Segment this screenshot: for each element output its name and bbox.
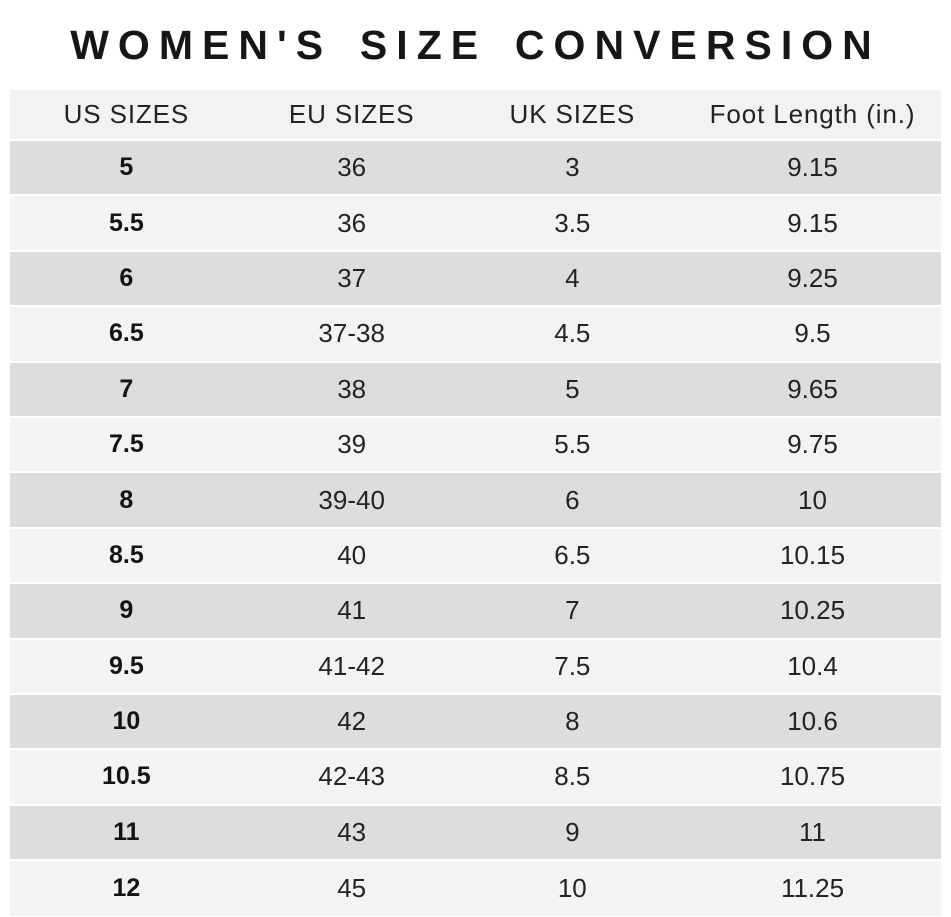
column-header-uk-sizes: UK SIZES xyxy=(509,99,636,129)
cell-eu-size: 42 xyxy=(337,706,367,737)
table-row: 5 36 3 9.15 xyxy=(10,141,941,197)
cell-foot-length: 9.15 xyxy=(787,207,838,238)
table-row: 8.5 40 6.5 10.15 xyxy=(10,528,941,585)
cell-foot-length: 10 xyxy=(798,484,827,515)
table-row: 10 42 8 10.6 xyxy=(10,694,941,751)
cell-foot-length: 9.75 xyxy=(787,429,838,460)
cell-foot-length: 10.75 xyxy=(779,761,846,792)
cell-uk-size: 4 xyxy=(565,262,580,293)
cell-uk-size: 10 xyxy=(557,873,587,904)
cell-uk-size: 6 xyxy=(565,484,580,515)
cell-us-size: 9 xyxy=(119,596,134,625)
cell-uk-size: 6.5 xyxy=(554,539,591,570)
cell-uk-size: 5.5 xyxy=(554,429,591,460)
table-row: 7 38 5 9.65 xyxy=(10,362,941,418)
column-header-eu-sizes: EU SIZES xyxy=(288,99,415,129)
cell-us-size: 9.5 xyxy=(108,651,144,680)
table-row: 6 37 4 9.25 xyxy=(10,251,941,308)
cell-eu-size: 37-38 xyxy=(318,318,385,349)
cell-us-size: 6 xyxy=(119,263,134,292)
cell-us-size: 8.5 xyxy=(108,540,144,569)
table-row: 5.5 36 3.5 9.15 xyxy=(10,196,941,252)
table-row: 9.5 41-42 7.5 10.4 xyxy=(10,639,941,695)
size-conversion-table: US SIZES EU SIZES UK SIZES Foot Length (… xyxy=(10,90,941,917)
cell-us-size: 11 xyxy=(113,817,140,846)
cell-eu-size: 40 xyxy=(337,539,367,570)
table-row: 8 39-40 6 10 xyxy=(10,473,941,529)
cell-foot-length: 10.15 xyxy=(779,539,846,570)
cell-eu-size: 43 xyxy=(337,816,367,847)
cell-eu-size: 36 xyxy=(337,207,367,238)
cell-us-size: 5.5 xyxy=(108,208,144,237)
cell-uk-size: 7 xyxy=(565,595,580,626)
table-row: 7.5 39 5.5 9.75 xyxy=(10,417,941,474)
cell-eu-size: 37 xyxy=(337,262,367,293)
table-row: 10.5 42-43 8.5 10.75 xyxy=(10,750,941,806)
cell-us-size: 12 xyxy=(112,874,141,903)
cell-foot-length: 10.6 xyxy=(787,706,838,737)
cell-uk-size: 3.5 xyxy=(554,207,591,238)
cell-us-size: 7.5 xyxy=(108,430,144,459)
page-title: WOMEN'S SIZE CONVERSION xyxy=(70,21,881,68)
cell-uk-size: 9 xyxy=(565,816,580,847)
cell-us-size: 7 xyxy=(119,374,134,403)
cell-uk-size: 3 xyxy=(565,152,580,183)
table-header-row: US SIZES EU SIZES UK SIZES Foot Length (… xyxy=(10,90,941,141)
cell-eu-size: 41 xyxy=(337,595,367,626)
cell-foot-length: 10.4 xyxy=(787,650,838,681)
cell-eu-size: 36 xyxy=(337,152,367,183)
cell-uk-size: 8 xyxy=(565,706,580,737)
cell-us-size: 6.5 xyxy=(108,319,144,348)
cell-foot-length: 11.25 xyxy=(780,873,845,904)
cell-us-size: 8 xyxy=(119,485,134,514)
cell-us-size: 10 xyxy=(112,707,141,736)
cell-eu-size: 39-40 xyxy=(318,484,385,515)
cell-foot-length: 10.25 xyxy=(779,595,846,626)
cell-foot-length: 9.5 xyxy=(794,318,831,349)
cell-eu-size: 45 xyxy=(337,873,367,904)
cell-us-size: 5 xyxy=(119,153,134,182)
cell-uk-size: 5 xyxy=(565,373,580,404)
column-header-us-sizes: US SIZES xyxy=(63,99,190,129)
cell-eu-size: 42-43 xyxy=(318,761,385,792)
table-row: 12 45 10 11.25 xyxy=(10,861,941,917)
cell-foot-length: 9.15 xyxy=(787,152,838,183)
cell-foot-length: 9.65 xyxy=(787,373,838,404)
cell-uk-size: 7.5 xyxy=(554,650,591,681)
cell-eu-size: 38 xyxy=(337,373,367,404)
cell-eu-size: 41-42 xyxy=(318,650,385,681)
cell-us-size: 10.5 xyxy=(102,762,151,791)
cell-foot-length: 9.25 xyxy=(787,262,838,293)
column-header-foot-length: Foot Length (in.) xyxy=(709,99,916,129)
cell-eu-size: 39 xyxy=(337,429,367,460)
cell-uk-size: 4.5 xyxy=(554,318,591,349)
table-row: 9 41 7 10.25 xyxy=(10,584,941,640)
cell-uk-size: 8.5 xyxy=(554,761,591,792)
table-row: 6.5 37-38 4.5 9.5 xyxy=(10,307,941,363)
cell-foot-length: 11 xyxy=(799,816,826,847)
table-row: 11 43 9 11 xyxy=(10,805,941,862)
